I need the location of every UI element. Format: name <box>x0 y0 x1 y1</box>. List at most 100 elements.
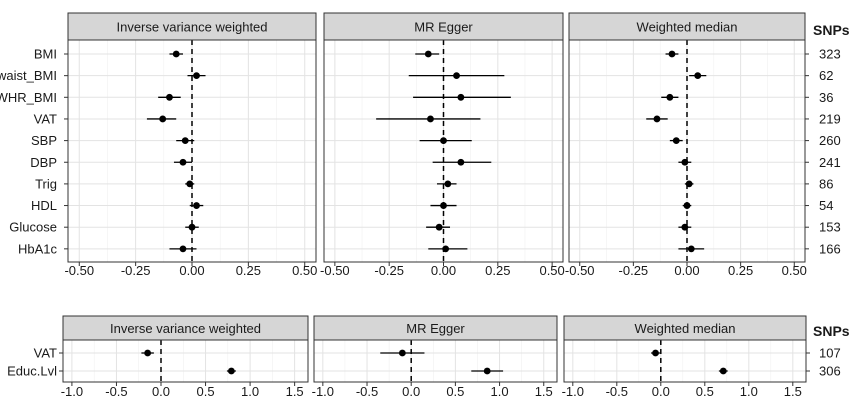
x-tick-label: 0.5 <box>446 384 464 399</box>
y-category-label: Educ.Lvl <box>7 364 57 379</box>
snp-count: 241 <box>819 155 841 170</box>
estimate-point <box>186 180 194 188</box>
panel-background <box>314 340 557 382</box>
x-tick-label: 0.5 <box>696 384 714 399</box>
y-category-label: SBP <box>31 133 57 148</box>
y-category-label: VAT <box>34 111 57 126</box>
x-tick-label: 1.5 <box>286 384 304 399</box>
y-category-label: waist_BMI <box>0 68 57 83</box>
x-tick-label: -1.0 <box>562 384 584 399</box>
panel-strip <box>323 12 564 41</box>
panel-title: Weighted median <box>635 321 736 336</box>
x-tick-label: -0.5 <box>606 384 628 399</box>
estimate-point <box>179 158 187 166</box>
panel-strip <box>563 315 807 341</box>
panel-title: Inverse variance weighted <box>116 20 267 35</box>
estimate-point <box>681 158 689 166</box>
snps-header: SNPs <box>813 323 850 339</box>
estimate-point <box>227 367 235 375</box>
estimate-point <box>668 50 676 58</box>
y-category-label: VAT <box>34 346 57 361</box>
panel-strip <box>67 12 317 41</box>
y-category-label: HbA1c <box>18 241 58 256</box>
estimate-point <box>172 50 180 58</box>
x-tick-label: -0.50 <box>64 263 94 278</box>
panel-border <box>313 339 558 383</box>
snp-count: 166 <box>819 241 841 256</box>
x-tick-label: 0.0 <box>402 384 420 399</box>
x-tick-label: -0.5 <box>105 384 127 399</box>
snps-header: SNPs <box>813 22 850 38</box>
x-tick-label: 0.50 <box>782 263 807 278</box>
estimate-point <box>427 115 434 123</box>
x-tick-label: 1.5 <box>784 384 802 399</box>
estimate-point <box>683 202 691 209</box>
estimate-point <box>653 115 661 123</box>
panel-title: MR Egger <box>414 20 473 35</box>
y-category-label: Trig <box>35 176 57 191</box>
x-tick-label: -1.0 <box>312 384 334 399</box>
snp-count: 54 <box>819 198 833 213</box>
panel-background <box>63 340 308 382</box>
snp-count: 107 <box>819 346 841 361</box>
y-category-label: DBP <box>30 155 57 170</box>
snp-count: 323 <box>819 47 841 62</box>
x-tick-label: -0.5 <box>356 384 378 399</box>
panel-background <box>564 340 806 382</box>
x-tick-label: 0.00 <box>431 263 456 278</box>
estimate-point <box>681 223 689 231</box>
x-tick-label: 0.0 <box>652 384 670 399</box>
x-tick-label: 0.25 <box>728 263 753 278</box>
x-tick-label: -0.25 <box>121 263 151 278</box>
panel-border <box>563 339 807 383</box>
estimate-point <box>652 349 659 357</box>
x-tick-label: -1.0 <box>61 384 83 399</box>
y-category-label: BMI <box>34 47 57 62</box>
snp-count: 86 <box>819 176 833 191</box>
estimate-point <box>440 202 447 209</box>
estimate-point <box>442 245 450 253</box>
panel-title: Weighted median <box>637 20 738 35</box>
snp-count: 260 <box>819 133 841 148</box>
x-tick-label: 1.0 <box>491 384 509 399</box>
snp-count: 306 <box>819 364 841 379</box>
panel-strip <box>62 315 309 341</box>
snp-count: 62 <box>819 68 833 83</box>
x-tick-label: -0.50 <box>320 263 350 278</box>
estimate-point <box>685 180 693 188</box>
estimate-point <box>672 137 680 145</box>
estimate-point <box>483 367 491 375</box>
x-tick-label: 1.5 <box>535 384 553 399</box>
estimate-point <box>453 72 460 80</box>
estimate-point <box>159 115 167 123</box>
estimate-point <box>188 223 196 231</box>
x-tick-label: 0.25 <box>236 263 261 278</box>
y-category-label: WHR_BMI <box>0 90 57 105</box>
estimate-point <box>457 93 465 101</box>
snp-count: 36 <box>819 90 833 105</box>
snp-count: 153 <box>819 220 841 235</box>
estimate-point <box>440 137 447 145</box>
y-category-label: HDL <box>31 198 57 213</box>
estimate-point <box>144 349 152 357</box>
estimate-point <box>193 202 200 209</box>
estimate-point <box>694 72 702 80</box>
panel-border <box>62 339 309 383</box>
panel-strip <box>568 12 806 41</box>
x-tick-label: -0.25 <box>619 263 649 278</box>
estimate-point <box>435 223 443 231</box>
estimate-point <box>687 245 695 253</box>
panel-title: Inverse variance weighted <box>110 321 261 336</box>
x-tick-label: 1.0 <box>241 384 259 399</box>
x-tick-label: 0.25 <box>485 263 510 278</box>
estimate-point <box>424 50 432 58</box>
estimate-point <box>398 349 406 357</box>
x-tick-label: 0.0 <box>152 384 170 399</box>
y-category-label: Glucose <box>9 220 57 235</box>
x-tick-label: 1.0 <box>740 384 758 399</box>
estimate-point <box>457 158 465 166</box>
x-tick-label: 0.50 <box>539 263 564 278</box>
panel-title: MR Egger <box>406 321 465 336</box>
x-tick-label: -0.50 <box>565 263 595 278</box>
